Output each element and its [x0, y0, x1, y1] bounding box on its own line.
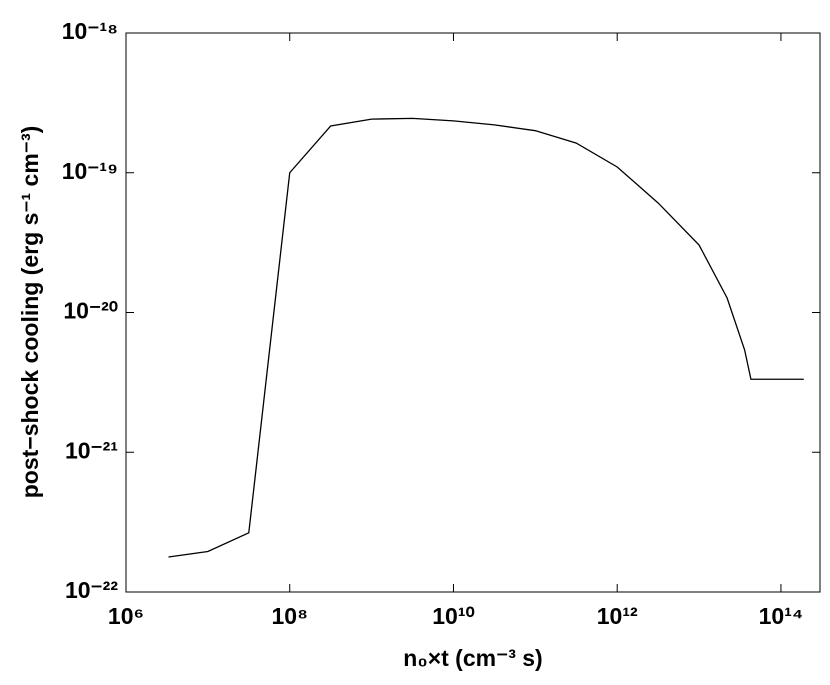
y-tick-label: 10⁻²¹ [65, 437, 118, 463]
x-tick-label: 10⁶ [108, 603, 144, 629]
x-tick-label: 10¹⁰ [432, 603, 474, 629]
x-tick-label: 10¹⁴ [759, 603, 804, 629]
x-tick-label: 10⁸ [272, 603, 308, 629]
y-axis-label: post−shock cooling (erg s⁻¹ cm⁻³) [17, 126, 43, 499]
x-tick-label: 10¹² [597, 603, 638, 629]
y-tick-label: 10⁻¹⁸ [62, 18, 118, 44]
data-line [168, 117, 804, 558]
plot-frame [125, 32, 821, 593]
y-tick-label: 10⁻²⁰ [63, 298, 118, 324]
x-axis-label: n₀×t (cm⁻³ s) [403, 645, 542, 671]
y-tick-label: 10⁻¹⁹ [62, 158, 118, 184]
y-tick-label: 10⁻²² [65, 577, 118, 603]
